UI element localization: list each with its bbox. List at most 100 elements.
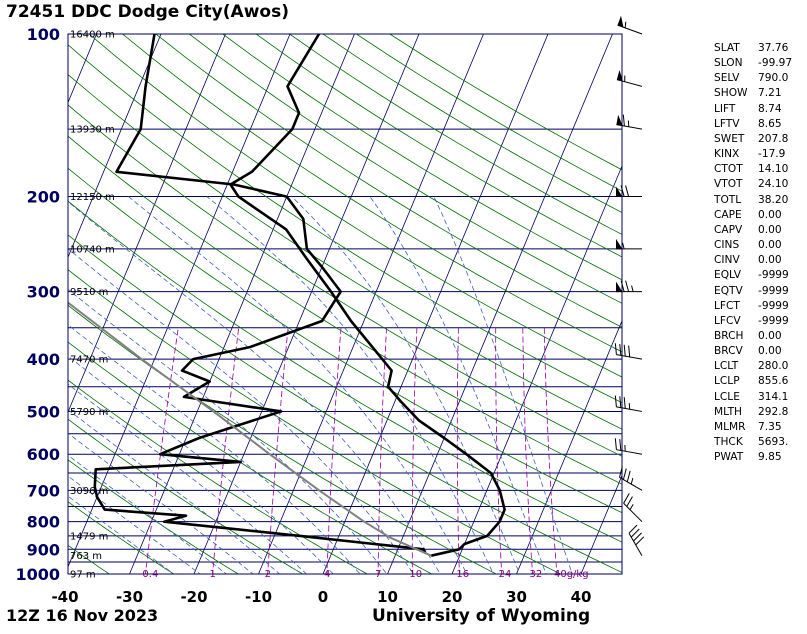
height-label: 9510 m — [70, 287, 108, 298]
wind-barb — [617, 15, 643, 35]
source-credit: University of Wyoming — [372, 606, 591, 626]
dry-adiabat-line — [68, 501, 175, 574]
index-name: LFCV — [714, 314, 741, 327]
dry-adiabat-line — [0, 34, 61, 585]
temperature-tick-label: 40 — [571, 588, 592, 606]
mixing-ratio-line — [495, 327, 503, 574]
mixing-ratio-label: 32 — [530, 569, 543, 580]
index-row: EQLV -9999 — [714, 268, 792, 283]
mixing-ratio-label: 0.4 — [142, 569, 158, 580]
dry-adiabat-line — [189, 34, 622, 304]
wind-barb — [616, 69, 643, 87]
dry-adiabat-line — [68, 104, 622, 457]
mixing-ratio-line — [456, 327, 460, 574]
index-name: SHOW — [714, 87, 748, 100]
index-row: EQTV -9999 — [714, 284, 792, 299]
wind-barb — [616, 185, 642, 198]
index-row: LFTV 8.65 — [714, 117, 792, 132]
dry-adiabat-line — [68, 200, 622, 543]
temperature-profile-line — [229, 34, 506, 557]
index-value: 8.74 — [758, 102, 782, 115]
temperature-tick-label: -10 — [245, 588, 272, 606]
index-value: 855.6 — [758, 375, 789, 388]
moist-adiabat-line — [68, 495, 175, 574]
wind-barb — [628, 524, 645, 556]
dewpoint-profile-line — [93, 34, 427, 554]
index-row: PWAT 9.85 — [714, 450, 792, 465]
dry-adiabat-line — [155, 34, 622, 328]
index-name: VTOT — [714, 178, 743, 191]
chart-title: 72451 DDC Dodge City(Awos) — [6, 2, 289, 22]
index-row: BRCV 0.00 — [714, 344, 792, 359]
isotherm-line — [129, 34, 355, 574]
mixing-ratio-label: 10 — [409, 569, 422, 580]
mixing-ratio-label: 7 — [375, 569, 381, 580]
height-label: 5790 m — [70, 407, 108, 418]
parcel-profile-line — [68, 301, 432, 557]
mixing-ratio-line — [522, 327, 534, 574]
index-row: LIFT 8.74 — [714, 102, 792, 117]
index-name: LCLT — [714, 360, 739, 373]
index-value: 37.76 — [758, 42, 789, 54]
moist-adiabat-line — [433, 196, 573, 574]
mixing-ratio-line — [411, 327, 418, 574]
temperature-tick-label: 10 — [377, 588, 398, 606]
index-name: LFCT — [714, 299, 740, 312]
dry-adiabat-line — [68, 459, 239, 574]
pressure-tick-label: 100 — [27, 25, 60, 44]
index-name: THCK — [714, 436, 743, 449]
index-row: SLON -99.97 — [714, 56, 792, 71]
moist-adiabat-line — [68, 201, 441, 574]
index-row: CAPE 0.00 — [714, 208, 792, 223]
temperature-tick-label: -40 — [51, 588, 78, 606]
isotherm-line — [258, 34, 484, 574]
index-row: LCLP 855.6 — [714, 374, 792, 389]
index-value: -99.97 — [758, 57, 793, 70]
profile-lines — [68, 34, 506, 557]
mixing-ratio-label: 16 — [456, 569, 469, 580]
mixing-ratio-line — [212, 327, 240, 574]
index-row: TOTL 38.20 — [714, 193, 792, 208]
index-row: LFCT -9999 — [714, 299, 792, 314]
dry-adiabat-line — [68, 234, 622, 573]
pressure-tick-label: 900 — [27, 540, 60, 559]
index-value: 14.10 — [758, 163, 789, 176]
pressure-tick-label: 300 — [27, 283, 60, 302]
index-row: MLMR 7.35 — [714, 420, 792, 435]
index-name: CINS — [714, 239, 740, 252]
index-name: MLMR — [714, 420, 746, 433]
wind-barb — [614, 438, 643, 455]
index-value: 790.0 — [758, 72, 789, 85]
index-name: SELV — [714, 72, 740, 85]
dry-adiabat-line — [68, 341, 433, 574]
index-row: VTOT 24.10 — [714, 177, 792, 192]
index-value: 207.8 — [758, 132, 789, 145]
mixing-ratio-line — [144, 327, 179, 574]
mixing-ratio-label: 1 — [210, 569, 216, 580]
index-value: 38.20 — [758, 193, 789, 206]
index-name: CINV — [714, 254, 740, 267]
index-value: -9999 — [758, 314, 789, 327]
index-name: SLAT — [714, 42, 740, 54]
isotherm-line — [451, 164, 622, 574]
index-row: SWET 207.8 — [714, 132, 792, 147]
temperature-tick-label: 30 — [506, 588, 527, 606]
dry-adiabat-line — [222, 34, 622, 281]
pressure-tick-label: 800 — [27, 513, 60, 532]
observation-date: 12Z 16 Nov 2023 — [6, 606, 159, 625]
isotherm-line — [516, 319, 622, 574]
index-value: 7.21 — [758, 87, 782, 100]
chart-grid — [0, 34, 622, 585]
wind-barb — [623, 493, 643, 523]
moist-adiabat-line — [68, 409, 281, 574]
index-value: 9.85 — [758, 451, 782, 464]
index-value: 292.8 — [758, 405, 789, 418]
mixing-ratio-label: 24 — [499, 569, 512, 580]
moist-adiabat-line — [68, 454, 228, 574]
height-label: 7470 m — [70, 355, 108, 366]
index-value: 0.00 — [758, 223, 782, 236]
index-value: 0.00 — [758, 345, 782, 358]
index-value: 8.65 — [758, 117, 782, 130]
index-name: SLON — [714, 57, 743, 70]
